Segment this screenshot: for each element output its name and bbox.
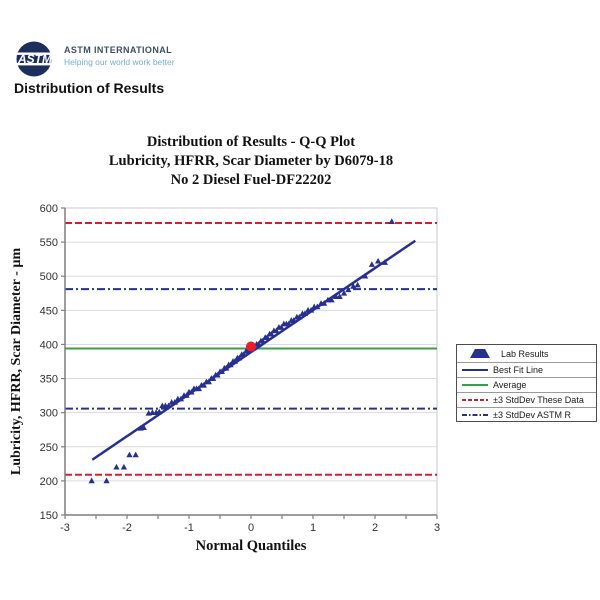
lab-result-point bbox=[132, 451, 139, 458]
x-tick-label: 1 bbox=[310, 522, 316, 534]
legend-label: Lab Results bbox=[501, 348, 549, 359]
lab-result-point bbox=[210, 375, 217, 381]
plot-area-border bbox=[64, 207, 438, 516]
chart-title-line3: No 2 Diesel Fuel-DF22202 bbox=[170, 172, 332, 188]
y-tick-label: 200 bbox=[40, 476, 58, 488]
lab-result-point bbox=[259, 337, 266, 344]
legend-item-stddev-these-data: ±3 StdDev These Data bbox=[457, 393, 596, 408]
lab-result-point bbox=[285, 320, 292, 327]
lab-result-point bbox=[171, 399, 178, 405]
lab-result-point bbox=[375, 257, 382, 264]
lab-result-point bbox=[183, 392, 190, 398]
lab-result-point bbox=[223, 364, 230, 371]
lab-result-point bbox=[231, 358, 238, 364]
lab-result-point bbox=[328, 296, 335, 303]
y-tick-label: 150 bbox=[40, 510, 58, 522]
lab-result-point bbox=[165, 402, 172, 409]
x-tick-label: -1 bbox=[184, 522, 194, 534]
legend-item-average: Average bbox=[457, 378, 596, 393]
page-title: Distribution of Results bbox=[14, 80, 165, 96]
lab-result-point bbox=[255, 341, 262, 347]
x-tick-label: 3 bbox=[434, 522, 440, 534]
x-tick-label: -2 bbox=[122, 522, 132, 534]
y-axis-title: Lubricity, HFRR, Scar Diameter - µm bbox=[9, 248, 24, 476]
dashed-line-icon bbox=[462, 399, 488, 401]
lab-result-point bbox=[273, 327, 280, 334]
lab-result-point bbox=[290, 317, 297, 323]
brand-name: ASTM INTERNATIONAL bbox=[64, 45, 173, 55]
solid-line-icon bbox=[462, 384, 488, 386]
lab-result-point bbox=[345, 286, 352, 293]
lab-result-point bbox=[354, 281, 361, 288]
logo-stripe bbox=[15, 52, 55, 55]
lab-result-point bbox=[278, 323, 285, 330]
y-tick-label: 350 bbox=[40, 374, 58, 386]
triangle-marker-icon bbox=[470, 349, 490, 358]
lab-result-point bbox=[195, 385, 203, 392]
lab-result-point bbox=[336, 293, 343, 299]
lab-result-point bbox=[388, 218, 395, 224]
lab-result-point bbox=[140, 424, 147, 430]
x-axis-title: Normal Quantiles bbox=[196, 538, 307, 554]
lab-result-point bbox=[188, 388, 195, 395]
lab-result-point bbox=[214, 371, 221, 378]
lab-result-point bbox=[120, 463, 127, 470]
lab-result-point bbox=[227, 361, 234, 368]
lab-result-point bbox=[301, 310, 309, 317]
legend-label: ±3 StdDev ASTM R bbox=[493, 409, 571, 420]
astm-logo: ASTM bbox=[15, 41, 55, 77]
x-tick-label: -3 bbox=[60, 522, 70, 534]
brand-tagline: Helping our world work better bbox=[64, 57, 175, 67]
y-tick-label: 450 bbox=[40, 305, 58, 317]
legend-item-best-fit: Best Fit Line bbox=[457, 363, 596, 378]
lab-result-point bbox=[156, 408, 163, 415]
solid-line-icon bbox=[462, 369, 488, 371]
lab-result-point bbox=[88, 477, 95, 484]
lab-result-point bbox=[268, 330, 275, 337]
lab-result-point bbox=[177, 395, 185, 402]
x-tick-label: 0 bbox=[248, 522, 254, 534]
mean-marker-dot bbox=[246, 341, 256, 352]
legend-label: Average bbox=[493, 380, 527, 390]
lab-result-point bbox=[236, 354, 243, 361]
y-tick-label: 550 bbox=[40, 237, 58, 249]
y-tick-label: 600 bbox=[40, 203, 58, 215]
lab-result-point bbox=[314, 303, 321, 310]
logo-stripe bbox=[15, 63, 55, 66]
chart-legend: Lab Results Best Fit Line Average ±3 Std… bbox=[456, 344, 597, 422]
y-tick-label: 500 bbox=[40, 271, 58, 283]
x-tick-label: 2 bbox=[372, 522, 378, 534]
lab-result-point bbox=[264, 334, 271, 340]
chart-title: Distribution of Results - Q-Q Plot Lubri… bbox=[45, 133, 457, 190]
legend-label: Best Fit Line bbox=[493, 365, 544, 375]
lab-result-point bbox=[200, 381, 207, 388]
lab-result-point bbox=[126, 451, 133, 458]
y-tick-label: 250 bbox=[40, 442, 58, 454]
astm-logo-text: ASTM bbox=[17, 52, 53, 66]
lab-result-point bbox=[103, 477, 110, 484]
y-tick-label: 400 bbox=[40, 339, 58, 351]
lab-result-point bbox=[240, 351, 247, 357]
chart-title-line1: Distribution of Results - Q-Q Plot bbox=[146, 134, 356, 150]
lab-result-point bbox=[205, 378, 212, 385]
lab-result-point bbox=[340, 289, 348, 296]
lab-result-point bbox=[381, 259, 389, 265]
lab-result-point bbox=[218, 368, 225, 375]
lab-result-point bbox=[368, 261, 375, 267]
legend-label: ±3 StdDev These Data bbox=[493, 395, 584, 405]
lab-result-point bbox=[308, 306, 315, 313]
lab-result-point bbox=[361, 272, 369, 279]
dash-dot-line-icon bbox=[462, 413, 488, 416]
lab-result-point bbox=[113, 463, 120, 470]
legend-item-stddev-astm-r: ±3 StdDev ASTM R bbox=[457, 408, 596, 421]
chart-title-line2: Lubricity, HFRR, Scar Diameter by D6079-… bbox=[108, 153, 394, 169]
legend-item-lab-results: Lab Results bbox=[457, 345, 596, 363]
astm-logo-globe bbox=[16, 41, 52, 77]
lab-result-point bbox=[321, 300, 328, 306]
lab-result-point bbox=[296, 313, 303, 320]
y-tick-label: 300 bbox=[40, 408, 58, 420]
